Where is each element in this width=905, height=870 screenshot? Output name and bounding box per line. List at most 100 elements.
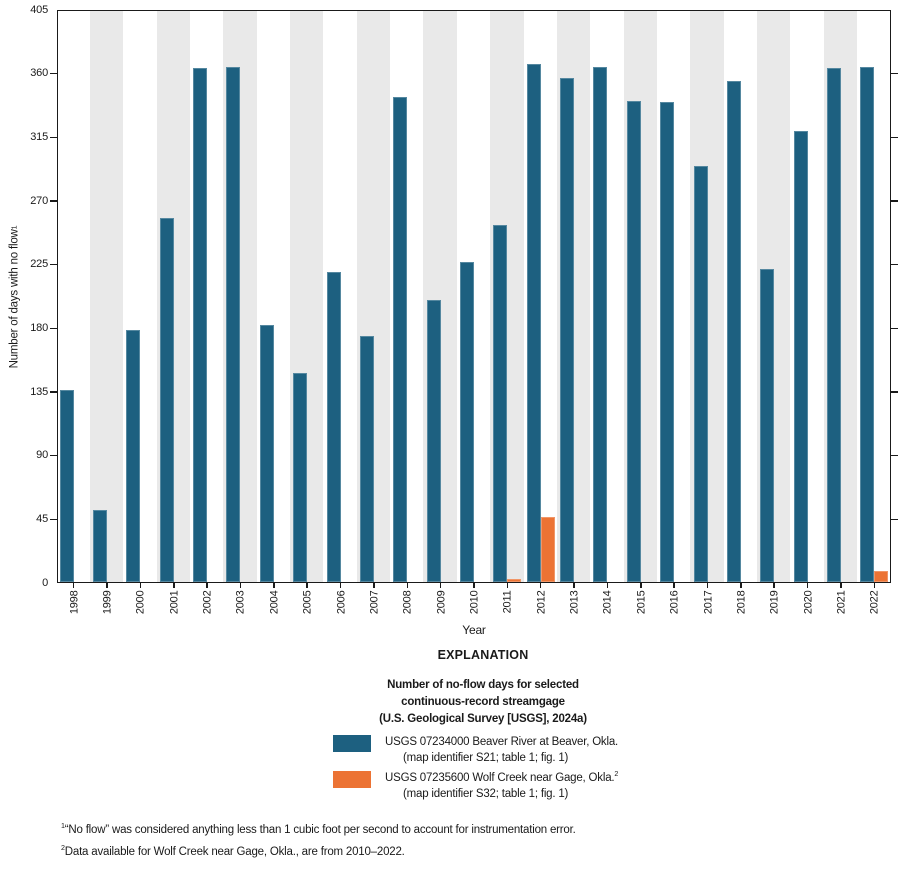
- x-tick-2010: [473, 583, 475, 588]
- legend-title-line-1: Number of no-flow days for selected: [387, 679, 579, 691]
- x-axis-title: Year: [462, 623, 486, 637]
- y-tick-right-90: [891, 454, 898, 457]
- bar-beaver-2007: [359, 335, 374, 582]
- y-tick-label-135: 135: [30, 385, 48, 398]
- y-tick-left-45: [50, 518, 57, 521]
- x-tick-2003: [239, 583, 242, 588]
- bar-beaver-2003: [226, 67, 241, 582]
- footnote-1-text: “No flow” was considered anything less t…: [64, 824, 576, 836]
- x-tick-1998: [72, 583, 75, 588]
- legend-item-wolf-creek: USGS 07235600 Wolf Creek near Gage, Okla…: [333, 770, 633, 802]
- y-tick-right-225: [891, 263, 898, 266]
- y-tick-label-360: 360: [30, 67, 48, 80]
- y-tick-left-225: [50, 263, 57, 266]
- x-tick-2005: [306, 583, 308, 588]
- x-tick-2012: [539, 583, 542, 588]
- bar-beaver-2008: [393, 96, 408, 582]
- bar-beaver-2019: [760, 269, 775, 582]
- x-tick-2000: [139, 583, 142, 588]
- bar-beaver-2013: [560, 78, 575, 582]
- x-tick-2015: [640, 583, 642, 588]
- y-tick-label-225: 225: [30, 258, 48, 271]
- bar-wolf-2022: [874, 570, 889, 582]
- y-tick-right-180: [891, 327, 898, 330]
- footnotes: 1“No flow” was considered anything less …: [61, 820, 576, 863]
- x-tick-2019: [773, 583, 775, 588]
- bar-beaver-2005: [293, 372, 308, 582]
- bar-beaver-2015: [626, 100, 641, 582]
- y-tick-right-270: [891, 200, 898, 202]
- shaded-band-1999: [89, 11, 124, 582]
- beaver-river-sublabel: (map identifier S21; table 1; fig. 1): [403, 752, 569, 764]
- wolf-creek-sublabel: (map identifier S32; table 1; fig. 1): [403, 788, 569, 800]
- bar-beaver-2014: [593, 67, 608, 582]
- plot-area: [57, 10, 891, 583]
- footnote-2-text: Data available for Wolf Creek near Gage,…: [64, 845, 405, 858]
- beaver-river-color-swatch: [333, 735, 371, 752]
- bar-beaver-2018: [726, 81, 741, 582]
- bar-beaver-2000: [126, 330, 141, 582]
- y-tick-left-180: [50, 327, 57, 330]
- y-tick-left-135: [50, 391, 57, 393]
- bar-wolf-2011: [507, 579, 522, 582]
- x-tick-2018: [740, 583, 742, 588]
- legend-title: Number of no-flow days for selected cont…: [61, 677, 905, 728]
- x-tick-2022: [873, 583, 876, 588]
- bar-beaver-2022: [860, 67, 875, 582]
- y-tick-label-405: 405: [30, 3, 48, 16]
- legend-item-beaver-river: USGS 07234000 Beaver River at Beaver, Ok…: [333, 734, 633, 766]
- y-axis-title: Number of days with no flow 1: [8, 225, 20, 368]
- wolf-creek-color-swatch: [333, 771, 371, 788]
- y-tick-left-315: [50, 136, 57, 139]
- x-tick-2016: [673, 583, 675, 588]
- x-tick-2017: [706, 583, 709, 588]
- y-tick-right-360: [891, 72, 898, 75]
- footnote-2: 2Data available for Wolf Creek near Gage…: [61, 842, 576, 864]
- x-tick-2009: [439, 583, 442, 588]
- explanation-section: EXPLANATION Number of no-flow days for s…: [61, 648, 905, 802]
- beaver-river-label: USGS 07234000 Beaver River at Beaver, Ok…: [385, 736, 619, 748]
- x-tick-2001: [173, 583, 175, 588]
- y-tick-right-315: [891, 136, 898, 139]
- bar-beaver-2009: [426, 300, 441, 582]
- x-tick-2008: [406, 583, 409, 588]
- bar-beaver-2021: [826, 68, 841, 582]
- y-tick-left-90: [50, 454, 57, 457]
- x-tick-2021: [840, 583, 842, 588]
- x-tick-2006: [339, 583, 342, 588]
- y-tick-left-270: [50, 200, 57, 202]
- y-tick-right-135: [891, 391, 898, 393]
- y-tick-left-360: [50, 72, 57, 75]
- explanation-heading: EXPLANATION: [437, 648, 529, 662]
- bar-beaver-2010: [460, 262, 474, 582]
- footnote-1: 1“No flow” was considered anything less …: [61, 820, 576, 842]
- legend-title-line-3: (U.S. Geological Survey [USGS], 2024a): [379, 713, 587, 725]
- bar-wolf-2012: [540, 516, 555, 582]
- bar-beaver-2002: [193, 68, 208, 582]
- bar-beaver-2004: [259, 324, 274, 582]
- legend-title-line-2: continuous-record streamgage: [401, 696, 565, 708]
- bar-beaver-2011: [493, 225, 508, 582]
- bar-beaver-2006: [326, 272, 341, 582]
- y-tick-right-45: [891, 518, 898, 521]
- x-tick-2014: [606, 583, 609, 588]
- bar-beaver-2020: [793, 130, 808, 582]
- y-axis-title-text: Number of days with no flow: [8, 228, 20, 368]
- bar-beaver-1999: [93, 509, 108, 582]
- bar-beaver-1998: [59, 389, 74, 582]
- wolf-creek-label-superscript: 2: [614, 770, 619, 779]
- wolf-creek-label: USGS 07235600 Wolf Creek near Gage, Okla…: [385, 772, 615, 784]
- y-tick-label-180: 180: [30, 321, 48, 334]
- bar-beaver-2012: [526, 64, 541, 582]
- x-tick-2011: [506, 583, 509, 588]
- x-tick-2002: [206, 583, 208, 588]
- bar-beaver-2017: [693, 166, 708, 582]
- bar-beaver-2016: [660, 102, 675, 582]
- legend: USGS 07234000 Beaver River at Beaver, Ok…: [333, 734, 633, 802]
- x-tick-1999: [106, 583, 108, 588]
- beaver-river-legend-text: USGS 07234000 Beaver River at Beaver, Ok…: [385, 734, 618, 766]
- wolf-creek-legend-text: USGS 07235600 Wolf Creek near Gage, Okla…: [385, 770, 618, 802]
- footnote-1-superscript: 1: [61, 822, 65, 831]
- x-tick-2007: [373, 583, 375, 588]
